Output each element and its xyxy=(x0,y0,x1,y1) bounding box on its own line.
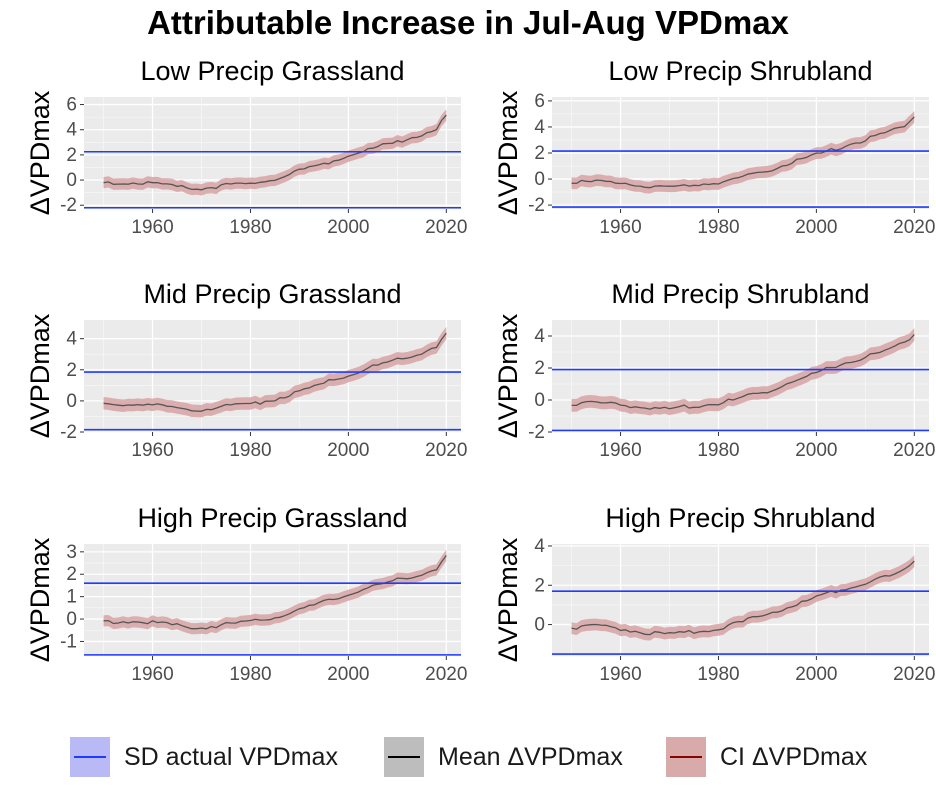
x-tick-label: 2020 xyxy=(893,440,935,461)
ci-ribbon xyxy=(571,111,915,194)
x-tick-label: 1980 xyxy=(229,664,271,685)
panel-low-precip-shrubland: 1960 1980 2000 2020 -2 0 2 4 6 Low Precip Shrubla… xyxy=(493,56,935,238)
ci-ribbon xyxy=(571,328,915,416)
legend-item-mean: Mean ΔVPDmax xyxy=(384,737,623,777)
y-axis-label: ΔVPDmax xyxy=(25,90,55,215)
x-tick-label: 2000 xyxy=(795,440,837,461)
x-tick-label: 2020 xyxy=(425,217,467,238)
y-tick-label: 0 xyxy=(534,390,545,411)
y-axis-label: ΔVPDmax xyxy=(493,537,523,662)
x-tick-label: 2000 xyxy=(327,217,369,238)
x-tick-label: 2000 xyxy=(327,440,369,461)
legend-key-ci xyxy=(666,737,706,777)
legend-key-sd xyxy=(70,737,110,777)
x-tick-label: 1960 xyxy=(599,217,641,238)
y-axis-label: ΔVPDmax xyxy=(493,90,523,215)
panel-background xyxy=(84,544,461,656)
mean-line xyxy=(571,334,915,410)
legend-label-mean: Mean ΔVPDmax xyxy=(438,742,623,771)
y-tick-label: 2 xyxy=(534,143,545,164)
ci-ribbon xyxy=(571,555,915,641)
x-tick-label: 1960 xyxy=(131,217,173,238)
y-tick-label: -1 xyxy=(60,631,77,652)
y-tick-label: 2 xyxy=(66,145,77,166)
y-axis-label: ΔVPDmax xyxy=(493,313,523,438)
x-tick-label: 2020 xyxy=(425,664,467,685)
y-tick-label: -2 xyxy=(60,422,77,443)
legend-key-mean xyxy=(384,737,424,777)
panel-background xyxy=(552,544,929,656)
ci-ribbon xyxy=(103,326,447,418)
panel-background xyxy=(552,320,929,432)
y-tick-label: 4 xyxy=(534,117,545,138)
panel-title: High Precip Grassland xyxy=(137,503,407,533)
y-tick-label: 3 xyxy=(66,542,77,563)
panel-low-precip-grassland: 1960 1980 2000 2020 -2 0 2 4 6 Low Precip Grassla… xyxy=(25,56,467,238)
panel-title: Mid Precip Grassland xyxy=(143,279,401,309)
y-tick-label: 2 xyxy=(66,360,77,381)
mean-line xyxy=(103,555,447,630)
y-tick-label: 1 xyxy=(66,587,77,608)
legend-item-ci: CI ΔVPDmax xyxy=(666,737,867,777)
mean-line xyxy=(571,116,915,189)
mean-line xyxy=(103,332,447,412)
y-tick-label: 0 xyxy=(66,391,77,412)
x-tick-label: 2000 xyxy=(327,664,369,685)
x-tick-label: 1980 xyxy=(229,440,271,461)
panel-mid-precip-grassland: 1960 1980 2000 2020 -2 0 2 4 Mid Precip Grasslan… xyxy=(25,279,467,461)
y-tick-label: 4 xyxy=(534,536,545,557)
y-tick-label: 2 xyxy=(66,564,77,585)
y-tick-label: 4 xyxy=(66,329,77,350)
x-tick-label: 1960 xyxy=(599,440,641,461)
x-tick-label: 1960 xyxy=(599,664,641,685)
x-tick-label: 2020 xyxy=(425,440,467,461)
x-tick-label: 1980 xyxy=(697,217,739,238)
y-tick-label: -2 xyxy=(528,195,545,216)
x-tick-label: 1960 xyxy=(131,664,173,685)
legend-item-sd: SD actual VPDmax xyxy=(70,737,338,777)
y-axis-label: ΔVPDmax xyxy=(25,537,55,662)
panel-high-precip-shrubland: 1960 1980 2000 2020 0 2 4 High Precip Shrubland… xyxy=(493,503,935,685)
mean-line xyxy=(571,560,915,636)
y-tick-label: 0 xyxy=(66,609,77,630)
x-tick-label: 2000 xyxy=(795,664,837,685)
legend-label-sd: SD actual VPDmax xyxy=(124,742,338,771)
x-tick-label: 1960 xyxy=(131,440,173,461)
x-tick-label: 1980 xyxy=(697,664,739,685)
y-tick-label: 6 xyxy=(534,91,545,112)
y-tick-label: 4 xyxy=(66,120,77,141)
legend: SD actual VPDmax Mean ΔVPDmax CI ΔVPDmax xyxy=(0,737,936,777)
x-tick-label: 1980 xyxy=(229,217,271,238)
panel-title: High Precip Shrubland xyxy=(605,503,875,533)
y-tick-label: -2 xyxy=(60,195,77,216)
legend-label-ci: CI ΔVPDmax xyxy=(720,742,868,771)
y-axis-label: ΔVPDmax xyxy=(25,313,55,438)
ci-ribbon xyxy=(103,109,447,196)
x-tick-label: 2020 xyxy=(893,217,935,238)
main-title: Attributable Increase in Jul-Aug VPDmax xyxy=(147,4,789,41)
panel-title: Low Precip Shrubland xyxy=(608,56,872,86)
x-tick-label: 2020 xyxy=(893,664,935,685)
y-tick-label: 2 xyxy=(534,358,545,379)
panel-mid-precip-shrubland: 1960 1980 2000 2020 -2 0 2 4 Mid Precip Shrublan… xyxy=(493,279,935,461)
panel-background xyxy=(84,97,461,209)
y-tick-label: 0 xyxy=(534,169,545,190)
y-tick-label: 2 xyxy=(534,575,545,596)
y-tick-label: 0 xyxy=(66,170,77,191)
y-tick-label: 6 xyxy=(66,95,77,116)
x-tick-label: 2000 xyxy=(795,217,837,238)
panel-background xyxy=(84,320,461,432)
y-tick-label: -2 xyxy=(528,422,545,443)
mean-line xyxy=(103,114,447,191)
y-tick-label: 4 xyxy=(534,326,545,347)
panel-title: Mid Precip Shrubland xyxy=(611,279,869,309)
panel-title: Low Precip Grassland xyxy=(140,56,404,86)
y-tick-label: 0 xyxy=(534,615,545,636)
x-tick-label: 1980 xyxy=(697,440,739,461)
